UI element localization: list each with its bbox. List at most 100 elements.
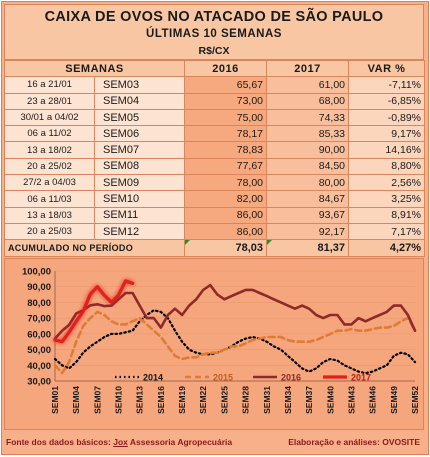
value-2016-cell: 77,67	[184, 157, 268, 176]
value-2017-cell: 84,50	[266, 157, 350, 176]
value-2016-cell: 75,00	[184, 108, 268, 127]
period-cell: 13 a 18/03	[4, 206, 95, 224]
period-cell: 30/01 a 04/02	[4, 108, 95, 127]
x-tick-label: SEM25	[219, 386, 229, 414]
x-tick-label: SEM10	[114, 386, 124, 414]
week-cell: SEM09	[93, 174, 186, 192]
value-2016-cell: 78,00	[184, 174, 268, 192]
series-line-2016	[53, 283, 417, 340]
header-var: VAR %	[348, 59, 426, 78]
value-2017-cell: 84,67	[266, 190, 350, 208]
period-cell: 27/2 a 04/03	[4, 174, 95, 192]
period-cell: 16 a 21/01	[4, 76, 95, 94]
value-2016-cell: 78,83	[184, 141, 268, 159]
source-name: Jox	[113, 437, 128, 447]
table-header-row: SEMANAS 2016 2017 VAR %	[3, 59, 426, 78]
unit-label: R$/CX	[198, 45, 230, 57]
table-row: 23 a 28/01 SEM04 73,00 68,00 -6,85%	[4, 92, 426, 110]
week-cell: SEM08	[93, 157, 186, 176]
legend-label-2014: 2014	[143, 373, 163, 383]
value-2016-cell: 78,17	[184, 125, 268, 143]
variation-cell: 7,17%	[348, 222, 426, 241]
y-tick-label: 40,00	[27, 361, 51, 372]
variation-cell: 2,56%	[348, 174, 426, 192]
header-2017: 2017	[266, 59, 350, 78]
legend-label-2017: 2017	[351, 373, 371, 383]
header-semanas: SEMANAS	[3, 59, 186, 78]
week-cell: SEM06	[93, 125, 186, 143]
x-tick-label: SEM52	[410, 386, 420, 414]
week-cell: SEM07	[93, 141, 186, 159]
x-tick-label: SEM07	[92, 386, 102, 414]
y-tick-label: 80,00	[27, 298, 51, 309]
table-row: 13 a 18/02 SEM07 78,83 90,00 14,16%	[4, 141, 426, 159]
period-cell: 20 a 25/02	[4, 157, 95, 176]
page-title: CAIXA DE OVOS NO ATACADO DE SÃO PAULO	[44, 9, 384, 25]
variation-cell: 9,17%	[348, 125, 426, 143]
table-row: 27/2 a 04/03 SEM09 78,00 80,00 2,56%	[4, 174, 426, 192]
x-tick-label: SEM13	[135, 386, 145, 414]
y-tick-label: 100,00	[22, 267, 51, 278]
variation-cell: -7,11%	[348, 76, 426, 94]
period-cell: 13 a 18/02	[4, 141, 95, 159]
x-tick-label: SEM34	[283, 386, 293, 414]
table-body: 16 a 21/01 SEM03 65,67 61,00 -7,11% 23 a 28/0…	[4, 76, 426, 241]
x-tick-label: SEM31	[262, 386, 272, 414]
value-2016-cell: 73,00	[184, 92, 268, 110]
accumulated-var: 4,27%	[348, 239, 426, 257]
variation-cell: -0,89%	[348, 108, 426, 127]
value-2017-cell: 92,17	[266, 222, 350, 241]
value-2016-cell: 65,67	[184, 76, 268, 94]
page-subtitle: ÚLTIMAS 10 SEMANAS	[146, 28, 282, 40]
table-row: 13 a 18/03 SEM11 86,00 93,67 8,91%	[4, 206, 426, 224]
value-2017-cell: 85,33	[266, 125, 350, 143]
series-line-2014	[53, 309, 417, 375]
x-tick-label: SEM28	[241, 386, 251, 414]
legend-label-2016: 2016	[281, 373, 301, 383]
header-2016: 2016	[184, 59, 268, 78]
series-line-2017	[53, 279, 135, 344]
legend-label-2015: 2015	[213, 373, 233, 383]
chart-panel: 100,00 90,00 80,00 70,00 60,00 50,00 40,00 30,0…	[4, 258, 424, 430]
period-cell: 06 a 11/02	[4, 125, 95, 143]
table-row: 30/01 a 04/02 SEM05 75,00 74,33 -0,89%	[4, 108, 426, 127]
period-cell: 06 a 11/03	[4, 190, 95, 208]
variation-cell: 14,16%	[348, 141, 426, 159]
table-row: 20 a 25/03 SEM12 86,00 92,17 7,17%	[4, 222, 426, 241]
value-2016-cell: 86,00	[184, 206, 268, 224]
period-cell: 20 a 25/03	[4, 222, 95, 241]
value-2017-cell: 80,00	[266, 174, 350, 192]
value-2017-cell: 93,67	[266, 206, 350, 224]
accumulated-label: ACUMULADO NO PERÍODO	[3, 239, 186, 257]
value-2017-cell: 61,00	[266, 76, 350, 94]
x-tick-label: SEM49	[389, 386, 399, 414]
line-chart: 100,00 90,00 80,00 70,00 60,00 50,00 40,00 30,0…	[22, 267, 420, 414]
x-tick-label: SEM01	[50, 386, 60, 414]
value-2017-cell: 68,00	[266, 92, 350, 110]
source-suffix: Assessoria Agropecuária	[127, 437, 233, 447]
accumulated-row: ACUMULADO NO PERÍODO 78,03 81,37 4,27%	[3, 239, 426, 257]
week-cell: SEM03	[93, 76, 186, 94]
variation-cell: 3,25%	[348, 190, 426, 208]
y-tick-label: 90,00	[27, 282, 51, 293]
value-2017-cell: 74,33	[266, 108, 350, 127]
table-row: 06 a 11/03 SEM10 82,00 84,67 3,25%	[4, 190, 426, 208]
period-cell: 23 a 28/01	[4, 92, 95, 110]
series-line-2015	[53, 310, 417, 375]
source-note: Fonte dos dados básicos: Jox Assessoria …	[6, 437, 232, 447]
week-cell: SEM11	[93, 206, 186, 224]
accumulated-2017: 81,37	[266, 239, 350, 257]
x-tick-label: SEM37	[304, 386, 314, 414]
x-tick-label: SEM19	[177, 386, 187, 414]
source-prefix: Fonte dos dados básicos:	[6, 437, 114, 447]
y-tick-label: 50,00	[27, 345, 51, 356]
week-cell: SEM05	[93, 108, 186, 127]
x-tick-label: SEM16	[156, 386, 166, 414]
price-table: SEMANAS 2016 2017 VAR % 16 a 21/01 SEM03 6…	[3, 59, 426, 257]
accumulated-2016: 78,03	[184, 239, 268, 257]
value-2017-cell: 90,00	[266, 141, 350, 159]
table-row: 06 a 11/02 SEM06 78,17 85,33 9,17%	[4, 125, 426, 143]
x-tick-label: SEM46	[368, 386, 378, 414]
week-cell: SEM10	[93, 190, 186, 208]
y-tick-label: 70,00	[27, 314, 51, 325]
